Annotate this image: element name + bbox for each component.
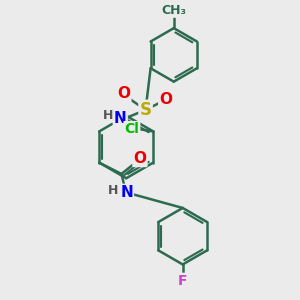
Text: O: O <box>134 151 146 166</box>
Text: H: H <box>108 184 118 197</box>
Text: H: H <box>103 109 113 122</box>
Text: Cl: Cl <box>124 122 139 136</box>
Text: S: S <box>140 101 152 119</box>
Text: CH₃: CH₃ <box>161 4 186 17</box>
Text: N: N <box>120 185 133 200</box>
Text: O: O <box>159 92 172 107</box>
Text: N: N <box>114 111 127 126</box>
Text: F: F <box>178 274 188 288</box>
Text: O: O <box>117 86 130 101</box>
